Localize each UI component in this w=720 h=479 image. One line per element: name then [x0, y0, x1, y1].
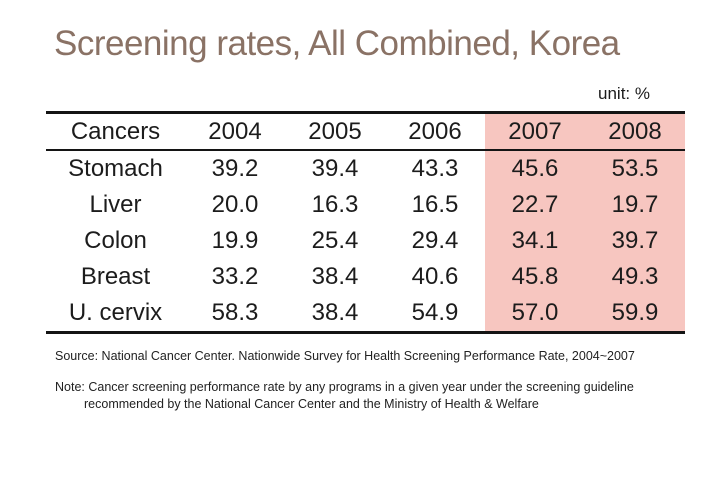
row-label: U. cervix: [68, 299, 163, 326]
column-header-2004: 2004: [208, 118, 262, 145]
table-row-liver: Liver 20.0 16.3 16.5 22.7 19.7: [46, 187, 685, 223]
cell-liver-2005: 16.3: [311, 191, 359, 218]
cell-u-cervix-2008: 59.9: [585, 295, 685, 331]
cell-liver-2006: 16.5: [411, 191, 459, 218]
cell-stomach-2007: 45.6: [485, 151, 585, 187]
row-label: Stomach: [68, 155, 163, 182]
cell-u-cervix-2004: 58.3: [211, 299, 259, 326]
cell-colon-2006: 29.4: [411, 227, 459, 254]
cell-stomach-2004: 39.2: [211, 155, 259, 182]
cell-u-cervix-2006: 54.9: [411, 299, 459, 326]
cell-breast-2007: 45.8: [485, 259, 585, 295]
cell-breast-2004: 33.2: [211, 263, 259, 290]
cell-colon-2008: 39.7: [585, 223, 685, 259]
column-header-2008: 2008: [585, 114, 685, 149]
cell-breast-2006: 40.6: [411, 263, 459, 290]
cell-liver-2008: 19.7: [585, 187, 685, 223]
table-row-stomach: Stomach 39.2 39.4 43.3 45.6 53.5: [46, 151, 685, 187]
column-header-2007: 2007: [485, 114, 585, 149]
cell-stomach-2008: 53.5: [585, 151, 685, 187]
note-text-line1: Note: Cancer screening performance rate …: [55, 380, 634, 394]
cell-breast-2008: 49.3: [585, 259, 685, 295]
row-label: Colon: [84, 227, 147, 254]
cell-u-cervix-2007: 57.0: [485, 295, 585, 331]
cell-stomach-2005: 39.4: [311, 155, 359, 182]
cell-colon-2004: 19.9: [211, 227, 259, 254]
cell-liver-2004: 20.0: [211, 191, 259, 218]
note-text-line2: recommended by the National Cancer Cente…: [84, 397, 539, 411]
source-text: Source: National Cancer Center. Nationwi…: [55, 349, 635, 363]
column-header-2005: 2005: [308, 118, 362, 145]
column-header-2006: 2006: [408, 118, 462, 145]
row-label: Liver: [89, 191, 142, 218]
table-row-breast: Breast 33.2 38.4 40.6 45.8 49.3: [46, 259, 685, 295]
table-row-u-cervix: U. cervix 58.3 38.4 54.9 57.0 59.9: [46, 295, 685, 331]
table-row-colon: Colon 19.9 25.4 29.4 34.1 39.7: [46, 223, 685, 259]
row-label: Breast: [80, 263, 151, 290]
cell-colon-2005: 25.4: [311, 227, 359, 254]
slide-title: Screening rates, All Combined, Korea: [54, 24, 620, 63]
cell-u-cervix-2005: 38.4: [311, 299, 359, 326]
column-header-cancers: Cancers: [70, 118, 161, 145]
cell-stomach-2006: 43.3: [411, 155, 459, 182]
cell-liver-2007: 22.7: [485, 187, 585, 223]
screening-rates-table: Cancers 2004 2005 2006 2007 2008 Stomach…: [46, 111, 685, 334]
cell-colon-2007: 34.1: [485, 223, 585, 259]
note-text: Note: Cancer screening performance rate …: [55, 379, 690, 413]
cell-breast-2005: 38.4: [311, 263, 359, 290]
table-header-row: Cancers 2004 2005 2006 2007 2008: [46, 114, 685, 151]
unit-label: unit: %: [598, 84, 650, 103]
